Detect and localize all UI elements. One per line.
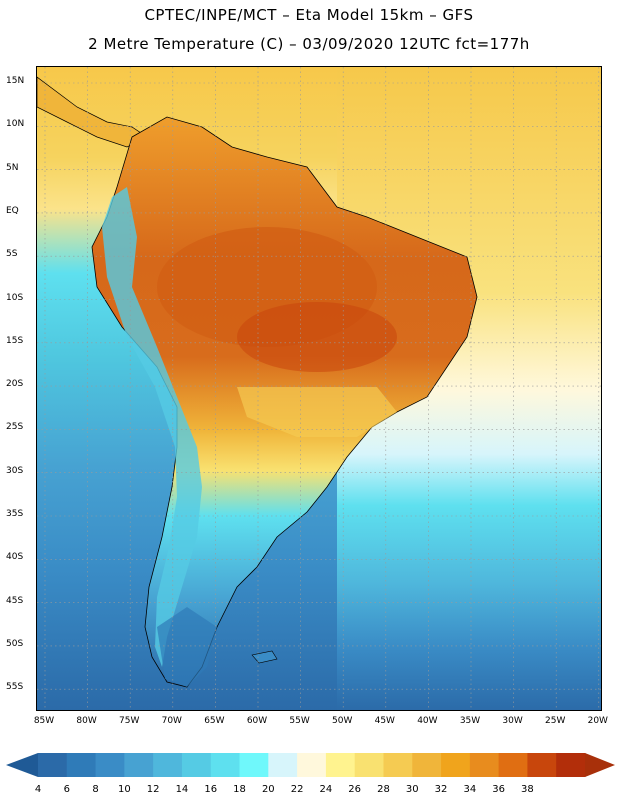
- colorbar-tick-label: 38: [521, 784, 534, 795]
- colorbar-cell: [38, 753, 68, 777]
- colorbar-cell: [527, 753, 557, 777]
- colorbar-cell: [441, 753, 471, 777]
- colorbar-cell: [469, 753, 500, 777]
- lat-label: 10S: [6, 292, 24, 303]
- lon-label: 60W: [246, 716, 268, 726]
- lat-label: 5N: [6, 162, 19, 173]
- lon-label: 50W: [332, 716, 353, 726]
- lat-label: 45S: [6, 595, 24, 606]
- lon-label: 40W: [417, 716, 438, 726]
- lat-label: 10N: [6, 119, 25, 130]
- lat-label: 25S: [6, 422, 24, 433]
- lat-label: 35S: [6, 509, 24, 519]
- lon-label: 70W: [161, 716, 182, 726]
- colorbar-cell: [239, 753, 269, 777]
- lat-label: 15S: [6, 335, 24, 346]
- colorbar-tick-label: 24: [319, 784, 333, 795]
- lat-label: 30S: [6, 465, 24, 476]
- temperature-map: [36, 66, 602, 711]
- colorbar-cell: [354, 753, 384, 777]
- colorbar-tick-label: 18: [233, 784, 246, 795]
- colorbar-tick-label: 28: [377, 784, 390, 795]
- lat-label: 20S: [6, 379, 24, 390]
- colorbar-cell: [325, 753, 356, 777]
- colorbar-cell: [383, 753, 413, 777]
- lon-label: 30W: [502, 716, 523, 726]
- lon-label: 80W: [76, 716, 97, 726]
- colorbar-tick-label: 16: [204, 784, 218, 795]
- subtropical-belt: [237, 387, 397, 437]
- colorbar-tick-label: 26: [348, 784, 362, 795]
- colorbar-cell: [124, 753, 154, 777]
- colorbar-tick-label: 4: [34, 784, 42, 795]
- lat-label: 40S: [6, 552, 24, 563]
- lon-label: 65W: [204, 716, 225, 726]
- colorbar-tick-label: 34: [463, 784, 477, 795]
- falkland-islands: [251, 650, 278, 664]
- map-title-line1: CPTEC/INPE/MCT – Eta Model 15km – GFS: [144, 6, 474, 24]
- colorbar-tick-label: 22: [290, 784, 304, 795]
- colorbar: [6, 753, 615, 777]
- colorbar-cell: [95, 753, 125, 777]
- patagonia-cold: [157, 607, 217, 687]
- colorbar-cell: [66, 753, 97, 777]
- colorbar-cell: [556, 753, 586, 777]
- colorbar-min-arrow: [6, 753, 38, 777]
- colorbar-tick-label: 32: [434, 784, 448, 795]
- colorbar-tick-label: 6: [63, 784, 70, 795]
- lon-label: 75W: [119, 716, 140, 726]
- colorbar-tick-label: 20: [261, 784, 275, 795]
- colorbar-cell: [498, 753, 528, 777]
- lat-label: 5S: [6, 249, 18, 260]
- colorbar-tick-label: 12: [146, 784, 160, 795]
- andes-cold-strip: [102, 187, 202, 667]
- colorbar-tick-label: 30: [405, 784, 419, 795]
- colorbar-tick-label: 36: [492, 784, 505, 795]
- lon-label: 45W: [374, 716, 395, 726]
- lat-label: 55S: [6, 682, 24, 693]
- colorbar-cell: [297, 753, 327, 777]
- lon-label: 20W: [587, 716, 608, 726]
- colorbar-cell: [268, 753, 298, 777]
- lon-label: 25W: [545, 716, 566, 726]
- colorbar-cell: [153, 753, 183, 777]
- lat-label: 15N: [6, 76, 25, 86]
- colorbar-cell: [412, 753, 442, 777]
- colorbar-tick-label: 8: [92, 784, 99, 795]
- colorbar-cells: [38, 753, 586, 777]
- lat-label: EQ: [6, 205, 19, 216]
- hot-core-mato-grosso: [237, 302, 397, 372]
- colorbar-tick-label: 14: [175, 784, 189, 795]
- map-title-line2: 2 Metre Temperature (C) – 03/09/2020 12U…: [88, 35, 530, 53]
- map-canvas: [37, 67, 601, 710]
- colorbar-tick-label: 10: [117, 784, 131, 795]
- colorbar-cell: [210, 753, 241, 777]
- lon-label: 35W: [459, 716, 481, 726]
- lon-label: 85W: [33, 716, 55, 726]
- lat-label: 50S: [6, 638, 24, 649]
- lon-label: 55W: [289, 716, 310, 726]
- colorbar-cell: [181, 753, 212, 777]
- colorbar-max-arrow: [585, 753, 615, 777]
